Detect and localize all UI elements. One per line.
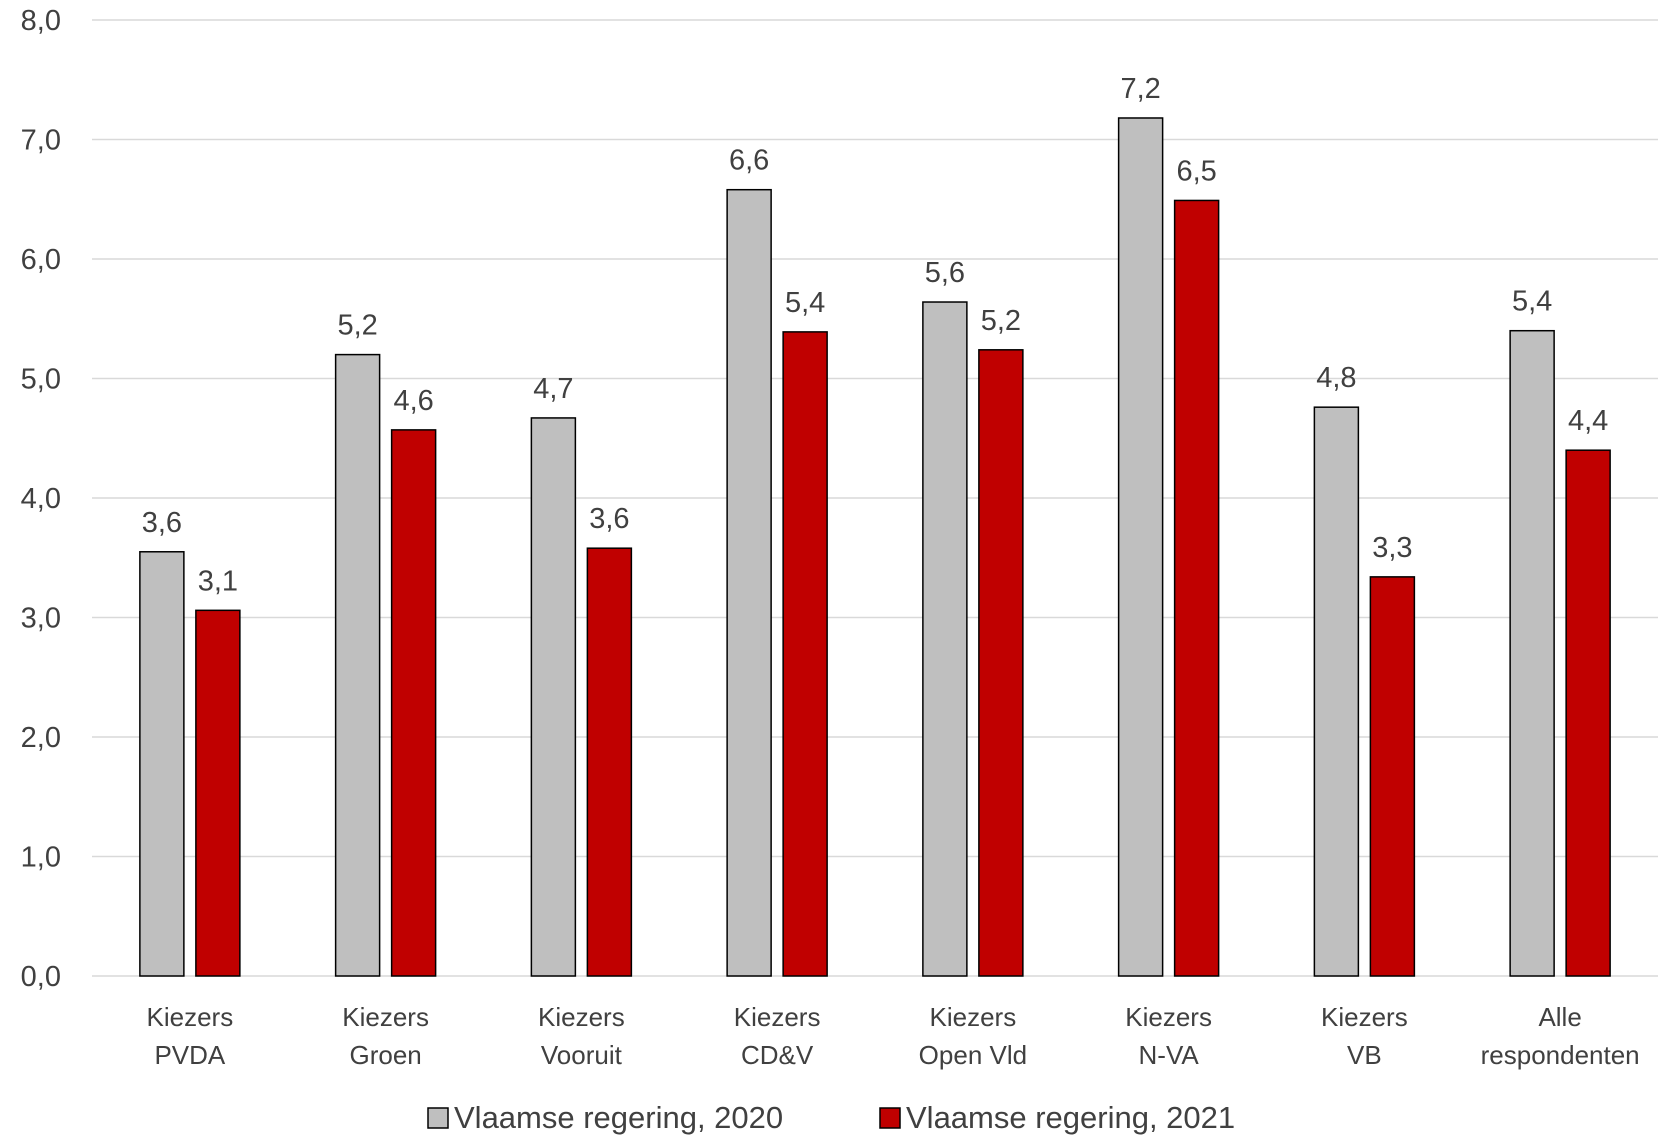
category-label: Groen (349, 1040, 421, 1070)
bar (978, 349, 1024, 977)
y-tick-label: 8,0 (21, 5, 61, 37)
bar (1509, 329, 1555, 977)
bar (726, 188, 772, 977)
data-label: 5,6 (925, 257, 965, 289)
data-label: 6,6 (729, 145, 769, 177)
category-label: Kiezers (734, 1002, 821, 1032)
y-tick-label: 3,0 (21, 603, 61, 635)
y-tick-label: 0,0 (21, 961, 61, 993)
category-label: respondenten (1481, 1040, 1640, 1070)
bar (139, 551, 185, 977)
category-label: VB (1347, 1040, 1382, 1070)
bar (922, 301, 968, 977)
bar (334, 353, 381, 977)
category-label: Kiezers (147, 1002, 234, 1032)
data-label: 3,3 (1372, 532, 1412, 564)
data-label: 3,6 (589, 503, 629, 535)
bar (1369, 576, 1416, 977)
y-tick-label: 5,0 (21, 364, 61, 396)
bar (586, 547, 633, 977)
y-tick-label: 4,0 (21, 483, 61, 515)
y-tick-label: 2,0 (21, 722, 61, 754)
category-label: Vooruit (541, 1040, 623, 1070)
data-label: 4,8 (1316, 362, 1356, 394)
bar (195, 609, 241, 977)
category-label: Kiezers (342, 1002, 429, 1032)
category-label: Kiezers (930, 1002, 1017, 1032)
data-label: 4,6 (393, 385, 433, 417)
legend-label: Vlaamse regering, 2020 (454, 1100, 783, 1135)
y-tick-label: 7,0 (21, 125, 61, 157)
category-label: PVDA (154, 1040, 225, 1070)
bar (1565, 449, 1611, 977)
data-label: 3,6 (142, 507, 182, 539)
data-label: 5,4 (785, 287, 825, 319)
category-label: N-VA (1139, 1040, 1200, 1070)
bar (782, 331, 828, 977)
data-label: 7,2 (1120, 73, 1160, 105)
data-label: 5,2 (337, 310, 377, 342)
bar (390, 429, 437, 977)
data-label: 5,2 (981, 305, 1021, 337)
category-label: Alle (1538, 1002, 1581, 1032)
category-label: Open Vld (919, 1040, 1027, 1070)
bar (1313, 406, 1360, 977)
legend-label: Vlaamse regering, 2021 (906, 1100, 1235, 1135)
category-label: Kiezers (1321, 1002, 1408, 1032)
category-label: Kiezers (1125, 1002, 1212, 1032)
data-label: 6,5 (1176, 155, 1216, 187)
data-label: 4,7 (533, 373, 573, 405)
data-label: 4,4 (1568, 405, 1608, 437)
y-tick-label: 1,0 (21, 842, 61, 874)
bar (1173, 199, 1220, 977)
bar (530, 417, 577, 977)
data-label: 3,1 (198, 565, 238, 597)
category-label: Kiezers (538, 1002, 625, 1032)
category-label: CD&V (741, 1040, 814, 1070)
y-tick-label: 6,0 (21, 244, 61, 276)
legend-swatch (427, 1107, 449, 1129)
data-label: 5,4 (1512, 286, 1552, 318)
bar (1117, 117, 1164, 977)
legend-swatch (879, 1107, 901, 1129)
